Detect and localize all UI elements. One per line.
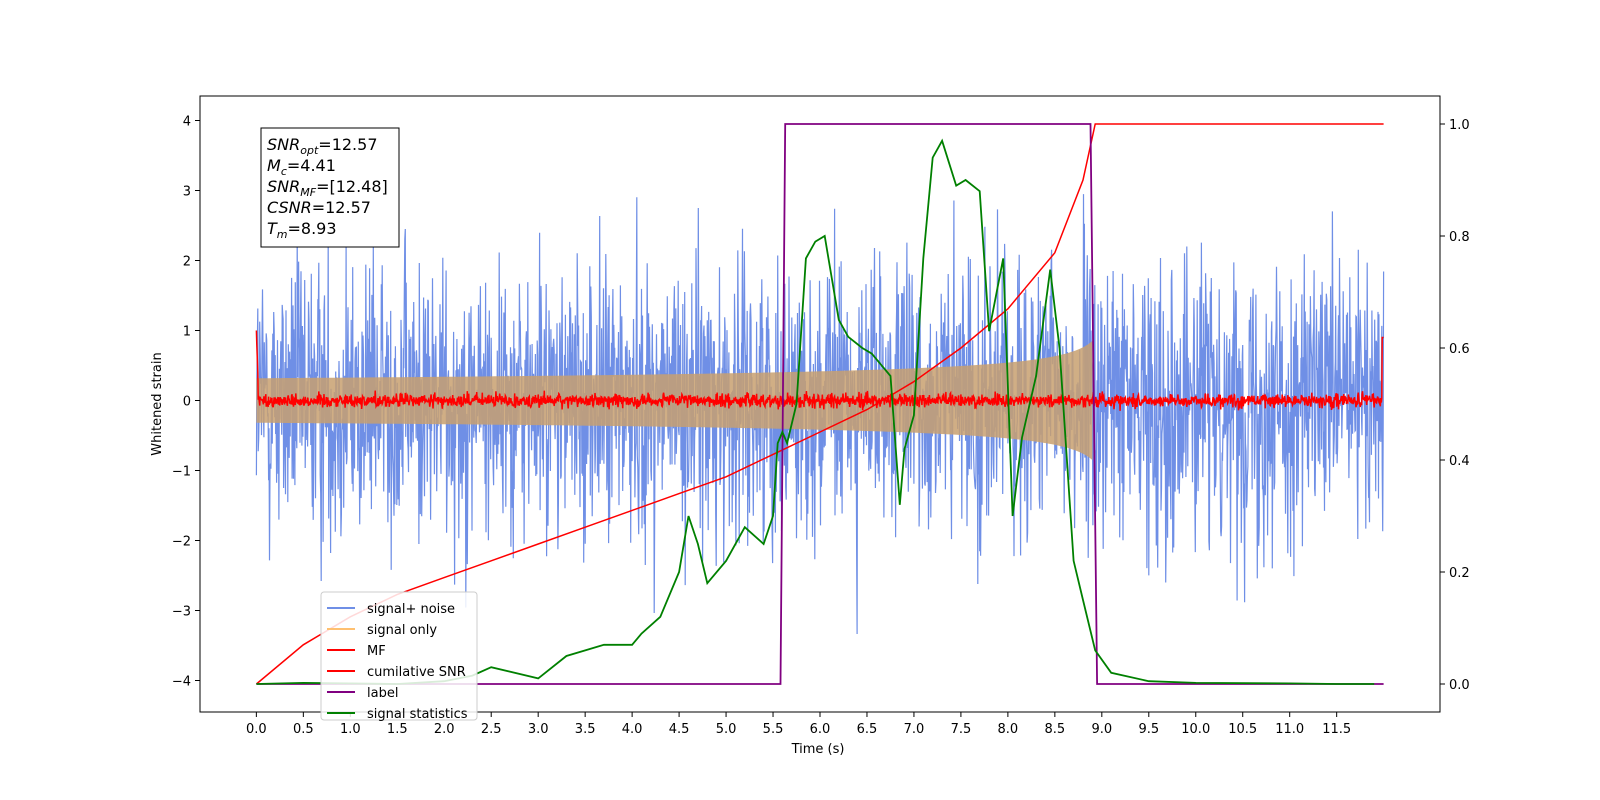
y-tick-label: −3 — [172, 605, 191, 620]
x-tick-label: 2.0 — [434, 722, 455, 737]
annotation-variable: T — [267, 219, 278, 238]
x-tick-label: 7.0 — [904, 722, 925, 737]
y-tick-label: 4 — [183, 115, 191, 130]
plot-area — [255, 123, 1385, 685]
x-tick-label: 0.5 — [293, 722, 314, 737]
annotation-value: =12.57 — [312, 198, 371, 217]
series-mf — [255, 330, 1384, 411]
y-tick-label: 3 — [183, 185, 191, 200]
x-tick-label: 1.0 — [340, 722, 361, 737]
annotation-value: =4.41 — [287, 156, 336, 175]
annotation-box: SNRopt=12.57 Mc=4.41 SNRMF=[12.48] CSNR=12.… — [260, 127, 400, 248]
y-tick-label: 2 — [183, 255, 191, 270]
legend-label: signal statistics — [367, 707, 468, 722]
annotation-variable: M — [267, 156, 281, 175]
annotation-subscript: MF — [300, 186, 316, 199]
legend-label: signal only — [367, 623, 437, 638]
legend-label: MF — [367, 644, 386, 659]
y2-tick-label: 0.8 — [1449, 230, 1470, 245]
annotation-value: =8.93 — [288, 219, 337, 238]
annotation-subscript: c — [281, 165, 287, 178]
x-tick-label: 4.0 — [622, 722, 643, 737]
x-tick-label: 11.0 — [1275, 722, 1304, 737]
x-tick-label: 9.5 — [1138, 722, 1159, 737]
annotation-subscript: m — [277, 228, 288, 241]
legend-label: cumilative SNR — [367, 665, 466, 680]
plot-frame — [199, 95, 1441, 713]
legend-label: signal+ noise — [367, 602, 455, 617]
x-tick-label: 10.0 — [1181, 722, 1210, 737]
legend-label: label — [367, 686, 398, 701]
y-tick-label: 0 — [183, 395, 191, 410]
legend: signal+ noise signal only MF cumilative SNR… — [320, 591, 478, 722]
x-tick-label: 10.5 — [1228, 722, 1257, 737]
x-tick-label: 3.5 — [575, 722, 596, 737]
x-tick-label: 7.5 — [951, 722, 972, 737]
annotation-variable: SNR — [267, 177, 300, 196]
y2-tick-label: 0.0 — [1449, 678, 1470, 693]
y-tick-label: −2 — [172, 535, 191, 550]
x-tick-label: 5.0 — [716, 722, 737, 737]
y-tick-label: −1 — [172, 465, 191, 480]
annotation-value: =12.57 — [318, 135, 377, 154]
y-tick-label: 1 — [183, 325, 191, 340]
x-tick-label: 6.5 — [857, 722, 878, 737]
annotation-variable: SNR — [267, 135, 300, 154]
annotation-variable: CSNR — [267, 198, 312, 217]
x-tick-label: 9.0 — [1091, 722, 1112, 737]
annotation-subscript: opt — [300, 144, 319, 157]
y-axis-label: Whitened strain — [150, 352, 165, 455]
series-signal-only — [256, 341, 1093, 460]
y2-axis-ticks: 1.0 0.8 0.6 0.4 0.2 0.0 — [1440, 118, 1470, 693]
series-label — [256, 123, 1384, 685]
x-tick-label: 3.0 — [528, 722, 549, 737]
x-tick-label: 0.0 — [246, 722, 267, 737]
annotation-value: =[12.48] — [316, 177, 388, 196]
series-signal-statistics — [256, 138, 1375, 685]
x-tick-label: 2.5 — [481, 722, 502, 737]
x-tick-label: 4.5 — [669, 722, 690, 737]
x-tick-label: 11.5 — [1322, 722, 1351, 737]
x-tick-label: 8.0 — [998, 722, 1019, 737]
y2-tick-label: 1.0 — [1449, 118, 1470, 133]
y2-tick-label: 0.2 — [1449, 566, 1470, 581]
y2-tick-label: 0.4 — [1449, 454, 1470, 469]
series-cumilative-snr — [255, 123, 1384, 685]
x-tick-label: 1.5 — [387, 722, 408, 737]
x-axis-ticks: 0.0 0.5 1.0 1.5 2.0 2.5 3.0 3.5 4.0 4.5 5.0 5.5 6.0 6… — [246, 712, 1351, 737]
x-tick-label: 6.0 — [810, 722, 831, 737]
x-tick-label: 8.5 — [1045, 722, 1066, 737]
y-tick-label: −4 — [172, 675, 191, 690]
y2-tick-label: 0.6 — [1449, 342, 1470, 357]
y-axis-ticks: 4 3 2 1 0 −1 −2 −3 −4 — [172, 115, 200, 690]
x-axis-label: Time (s) — [791, 742, 845, 757]
x-tick-label: 5.5 — [763, 722, 784, 737]
